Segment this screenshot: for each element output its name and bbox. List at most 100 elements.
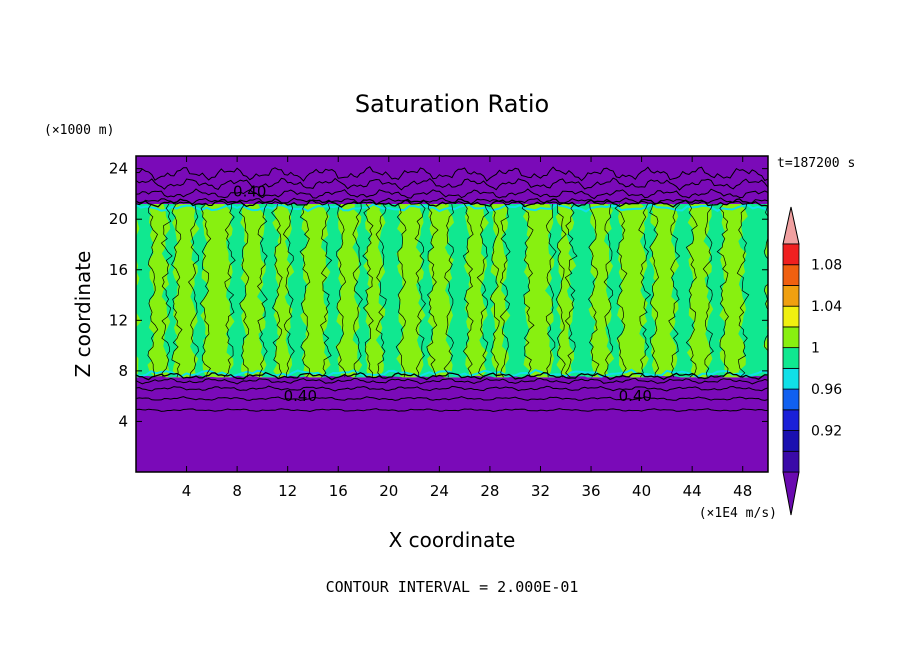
x-tick-label-40: 40 [632,482,651,500]
column-contour-28 [588,203,600,378]
column-contour-22 [489,203,500,378]
saturation-field [136,156,768,472]
column-1 [147,204,172,378]
x-tick-label-4: 4 [182,482,192,500]
upper-fringe [136,202,768,213]
y-tick-label-16: 16 [109,261,128,279]
column-contour-25 [545,203,557,378]
column-contour-20 [462,203,474,378]
colorbar-label-6: 1 [811,341,820,357]
column-0 [136,204,158,378]
column-8 [257,204,283,378]
column-contour-18 [426,203,439,378]
colorbar-label-2: 0.92 [811,424,842,440]
column-10 [284,204,311,378]
column-contour-15 [375,203,387,378]
contour-label-0: 0.40 [233,182,266,200]
column-contour-29 [603,203,614,378]
x-tick-label-24: 24 [430,482,449,500]
y-tick-label-8: 8 [118,362,128,380]
column-28 [566,204,599,378]
upper-contour-1 [136,188,768,200]
y-tick-label-20: 20 [109,210,128,228]
x-tick-label-28: 28 [480,482,499,500]
colorbar-swatch-6 [782,347,800,369]
colorbar-swatch-4 [782,388,800,411]
column-contour-4 [199,203,212,378]
column-contour-2 [171,203,183,378]
x-axis-label: X coordinate [389,528,516,552]
column-contour-13 [352,203,363,378]
column-contour-5 [223,203,236,378]
y-tick-label-24: 24 [109,160,128,178]
contour-label-2: 0.40 [619,387,652,405]
x-tick-label-44: 44 [683,482,702,500]
column-contour-33 [668,203,681,378]
column-contour-19 [443,203,454,378]
x-tick-label-48: 48 [733,482,752,500]
column-contour-26 [555,203,567,378]
column-26 [544,204,566,378]
y-tick-label-12: 12 [109,311,128,329]
y-axis-units: (×1000 m) [44,123,114,138]
column-contour-24 [521,203,535,378]
column-contour-21 [476,203,490,378]
column-36 [703,204,729,378]
colorbar-label-10: 1.08 [811,258,842,274]
colorbar-label-8: 1.04 [811,299,842,315]
colorbar-swatch-7 [782,326,800,349]
lower-contour-0 [136,408,768,413]
column-contour-11 [320,203,333,378]
lower-edge-contour [136,371,768,381]
lower-contour-2 [136,385,768,392]
colorbar-top-arrow [782,206,800,245]
contour-labels: 0.40 0.40 0.40 [233,182,652,405]
column-38 [738,204,768,378]
x-tick-label-16: 16 [329,482,348,500]
upper-contour-2 [136,177,768,191]
contour-interval-label: CONTOUR INTERVAL = 2.000E-01 [326,578,579,596]
y-tick-label-4: 4 [118,412,128,430]
colorbar-swatch-9 [782,285,800,307]
column-contour-7 [257,203,268,378]
x-axis-units: (×1E4 m/s) [699,506,777,521]
timestamp-label: t=187200 s [777,156,855,171]
contour-label-1: 0.40 [284,387,317,405]
column-contour-1 [160,203,173,378]
column-24 [501,204,533,378]
lower-contour-3 [136,377,768,385]
column-contour-9 [282,203,295,378]
contour-lines [136,166,768,413]
column-contour-36 [716,203,729,378]
column-contour-27 [564,203,578,378]
chart-title: Saturation Ratio [355,90,549,118]
column-contour-10 [299,203,311,378]
colorbar-swatch-3 [782,409,800,431]
x-tick-label-36: 36 [581,482,600,500]
colorbar-swatch-1 [782,450,800,473]
column-contour-32 [649,203,659,378]
x-tick-label-20: 20 [379,482,398,500]
plot-area [135,155,769,473]
upper-boundary [136,156,768,205]
lower-contour-1 [136,396,768,401]
column-contour-14 [362,203,374,378]
column-contour-17 [414,203,426,378]
column-contour-12 [335,203,346,378]
column-6 [224,204,250,378]
y-axis-ticks: 4 8 12 16 20 24 [109,160,768,430]
column-22 [479,204,500,378]
colorbar-label-4: 0.96 [811,382,842,398]
x-tick-label-32: 32 [531,482,550,500]
column-contour-35 [702,203,714,378]
y-axis-label: Z coordinate [71,251,95,378]
x-tick-label-8: 8 [232,482,242,500]
column-contour-6 [238,203,250,378]
colorbar-legend: 0.92 0.96 1 1.04 1.08 [782,206,842,516]
column-18 [415,204,438,378]
colorbar-swatch-10 [782,264,800,286]
column-contour-38 [763,203,768,352]
column-contour-34 [685,203,698,378]
column-contour-31 [638,203,652,378]
